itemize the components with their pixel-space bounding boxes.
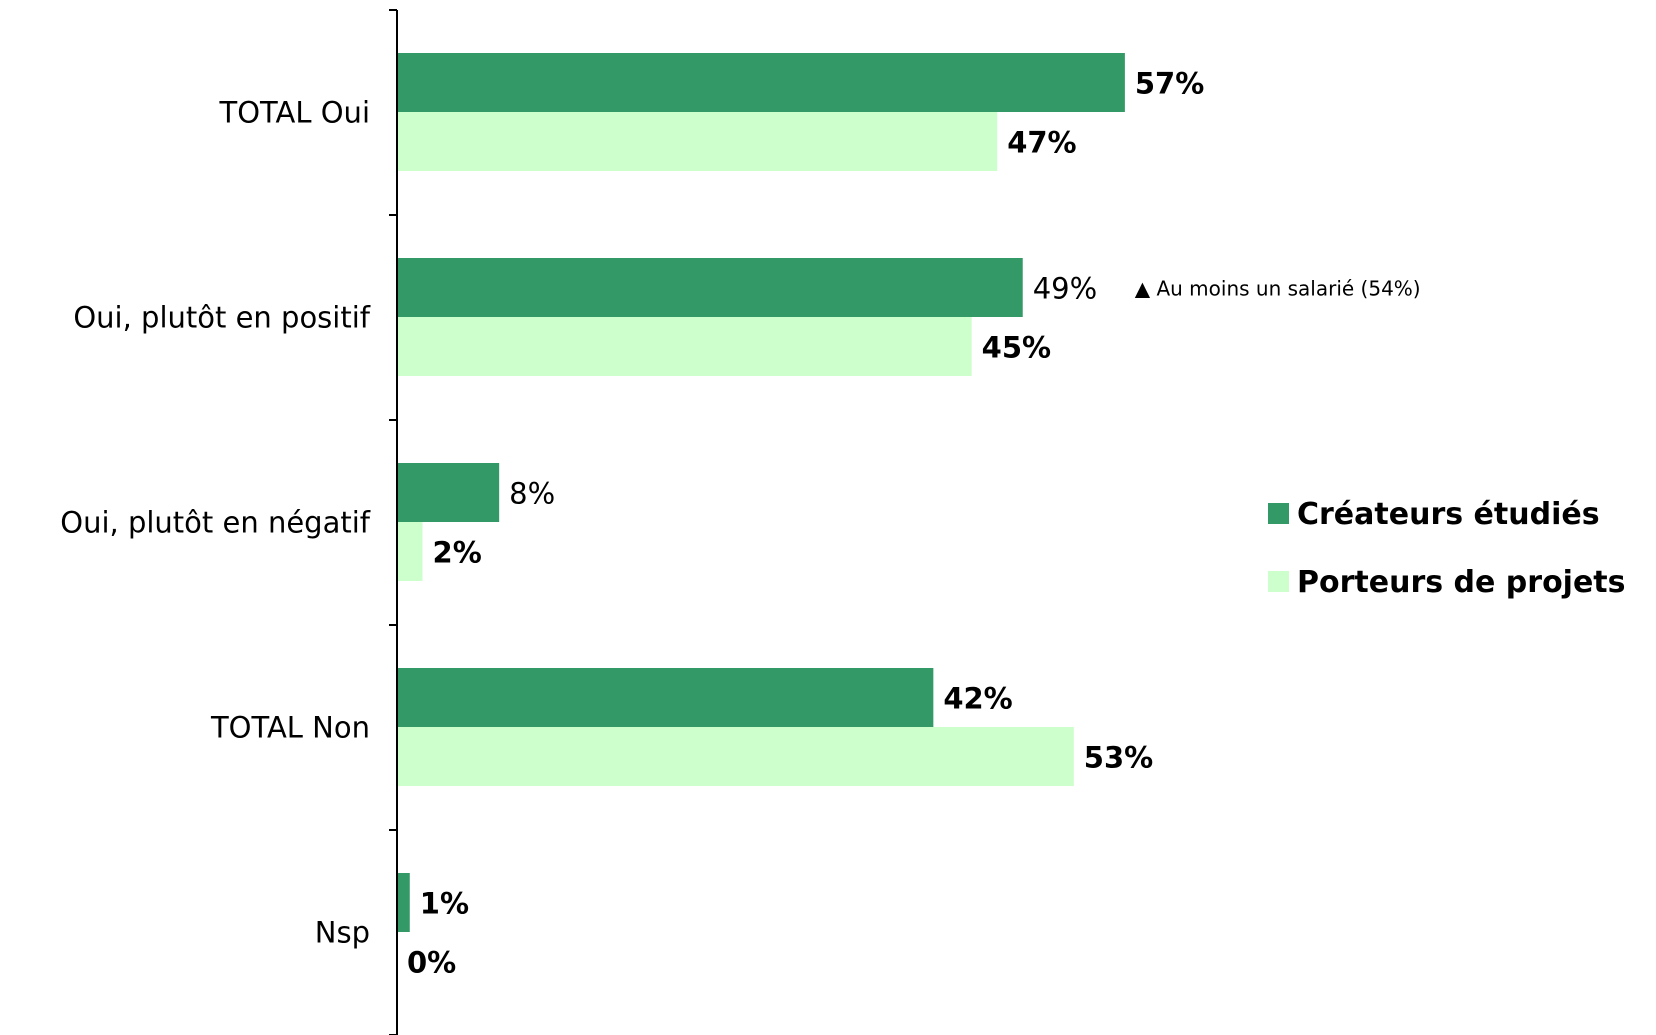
category-label: TOTAL Non — [210, 711, 370, 745]
data-label: 47% — [1007, 126, 1076, 160]
data-label: 0% — [407, 946, 456, 980]
bar-porteurs — [397, 522, 423, 581]
data-label: 42% — [943, 682, 1012, 716]
legend-label: Créateurs étudiés — [1297, 497, 1600, 532]
bar-createurs — [397, 668, 934, 727]
bar-porteurs — [397, 112, 998, 171]
data-label: 1% — [420, 887, 469, 921]
bar-createurs — [397, 873, 410, 932]
data-label: 49% — [1033, 272, 1097, 306]
bar-porteurs — [397, 727, 1074, 786]
data-label: 2% — [433, 536, 482, 570]
category-label: TOTAL Oui — [219, 96, 370, 130]
data-label: 8% — [509, 477, 555, 511]
bar-createurs — [397, 258, 1023, 317]
bar-createurs — [397, 463, 500, 522]
category-label: Nsp — [315, 916, 370, 950]
data-label: 53% — [1084, 741, 1153, 775]
bar-porteurs — [397, 317, 972, 376]
legend-swatch — [1268, 503, 1289, 524]
annotation: ▲ Au moins un salarié (54%) — [1135, 277, 1421, 301]
bars-group — [397, 53, 1125, 932]
data-label: 45% — [982, 331, 1051, 365]
category-labels-group: TOTAL Oui Oui, plutôt en positif Oui, plut… — [60, 96, 371, 950]
legend-swatch — [1268, 571, 1289, 592]
y-axis — [389, 9, 398, 1035]
bar-createurs — [397, 53, 1125, 112]
category-label: Oui, plutôt en positif — [73, 301, 370, 335]
legend: Créateurs étudiés Porteurs de projets — [1268, 497, 1626, 600]
value-labels-group: 57% 47% 49% 45% 8% 2% 42% 53% 1% 0% — [407, 67, 1204, 980]
category-label: Oui, plutôt en négatif — [60, 506, 371, 540]
annotation-text: ▲ Au moins un salarié (54%) — [1135, 277, 1421, 301]
legend-label: Porteurs de projets — [1297, 565, 1626, 600]
data-label: 57% — [1135, 67, 1204, 101]
